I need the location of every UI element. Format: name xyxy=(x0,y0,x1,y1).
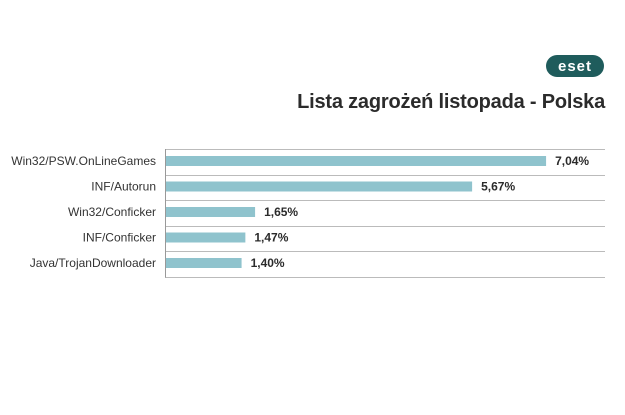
bar-4 xyxy=(166,232,246,243)
bar-2 xyxy=(166,181,473,192)
category-label: INF/Conficker xyxy=(83,231,156,245)
value-label: 5,67% xyxy=(481,180,515,194)
bar-1 xyxy=(166,156,547,166)
category-label: Win32/Conficker xyxy=(68,205,156,219)
bar-3 xyxy=(166,207,256,217)
logo-text: eset xyxy=(558,58,592,75)
eset-logo: eset xyxy=(546,55,604,77)
category-label: INF/Autorun xyxy=(91,180,156,194)
value-label: 1,40% xyxy=(251,256,285,270)
category-label: Java/TrojanDownloader xyxy=(30,256,156,270)
category-label: Win32/PSW.OnLineGames xyxy=(11,154,156,168)
value-label: 1,65% xyxy=(264,205,298,219)
value-label: 7,04% xyxy=(555,154,589,168)
value-label: 1,47% xyxy=(254,231,288,245)
bar-5 xyxy=(166,258,242,268)
chart-title: Lista zagrożeń listopada - Polska xyxy=(297,91,605,113)
logo-badge xyxy=(546,55,604,77)
